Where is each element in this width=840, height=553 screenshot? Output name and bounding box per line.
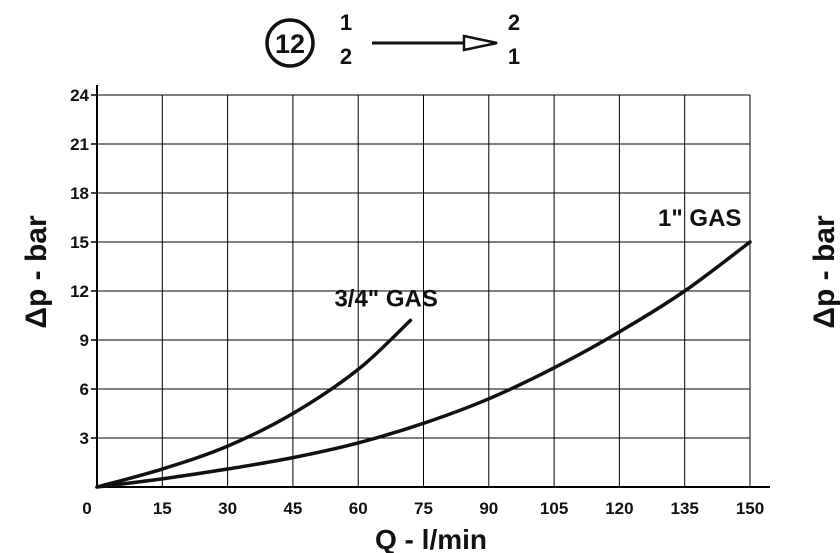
series-line [95,318,413,489]
y-tick-label: 18 [70,184,89,203]
x-tick-label: 75 [414,499,433,518]
y-tick-label: 24 [70,86,89,105]
header-right-top: 2 [508,10,520,35]
x-tick-label: 15 [153,499,172,518]
x-tick-label: 105 [540,499,568,518]
x-tick-label: 45 [283,499,302,518]
flow-direction-header: 12 1 2 2 1 [265,10,520,69]
y-tick-labels: 3 6 9 12 15 18 21 24 [70,86,89,448]
y-tick-label: 21 [70,135,89,154]
grid [97,94,751,487]
axes [91,85,770,488]
header-circle-number: 12 [275,29,305,59]
series-label: 1" GAS [658,205,741,232]
right-edge-axis-label: Δp - bar [808,215,840,329]
header-left-bottom: 2 [340,44,352,69]
y-axis-label: Δp - bar [20,215,53,329]
series-lines [95,240,752,489]
x-axis-label: Q - l/min [375,524,487,553]
header-arrow-head [462,34,498,52]
series-labels: 3/4" GAS 1" GAS [334,205,741,312]
series-label: 3/4" GAS [334,285,437,312]
x-tick-label: 150 [736,499,764,518]
x-tick-labels: 0 15 30 45 60 75 90 105 120 135 150 [82,499,764,518]
y-tick-label: 12 [70,282,89,301]
x-tick-label: 135 [671,499,699,518]
x-tick-label: 90 [479,499,498,518]
series-line [95,240,752,489]
header-right-bottom: 1 [508,44,520,69]
y-tick-label: 6 [80,380,89,399]
y-tick-label: 9 [80,331,89,350]
x-tick-label: 120 [605,499,633,518]
x-tick-label: 30 [218,499,237,518]
y-tick-label: 3 [80,429,89,448]
header-left-top: 1 [340,10,352,35]
header-circle [265,18,315,68]
x-tick-label: 0 [82,499,91,518]
y-tick-label: 15 [70,233,89,252]
x-tick-label: 60 [349,499,368,518]
